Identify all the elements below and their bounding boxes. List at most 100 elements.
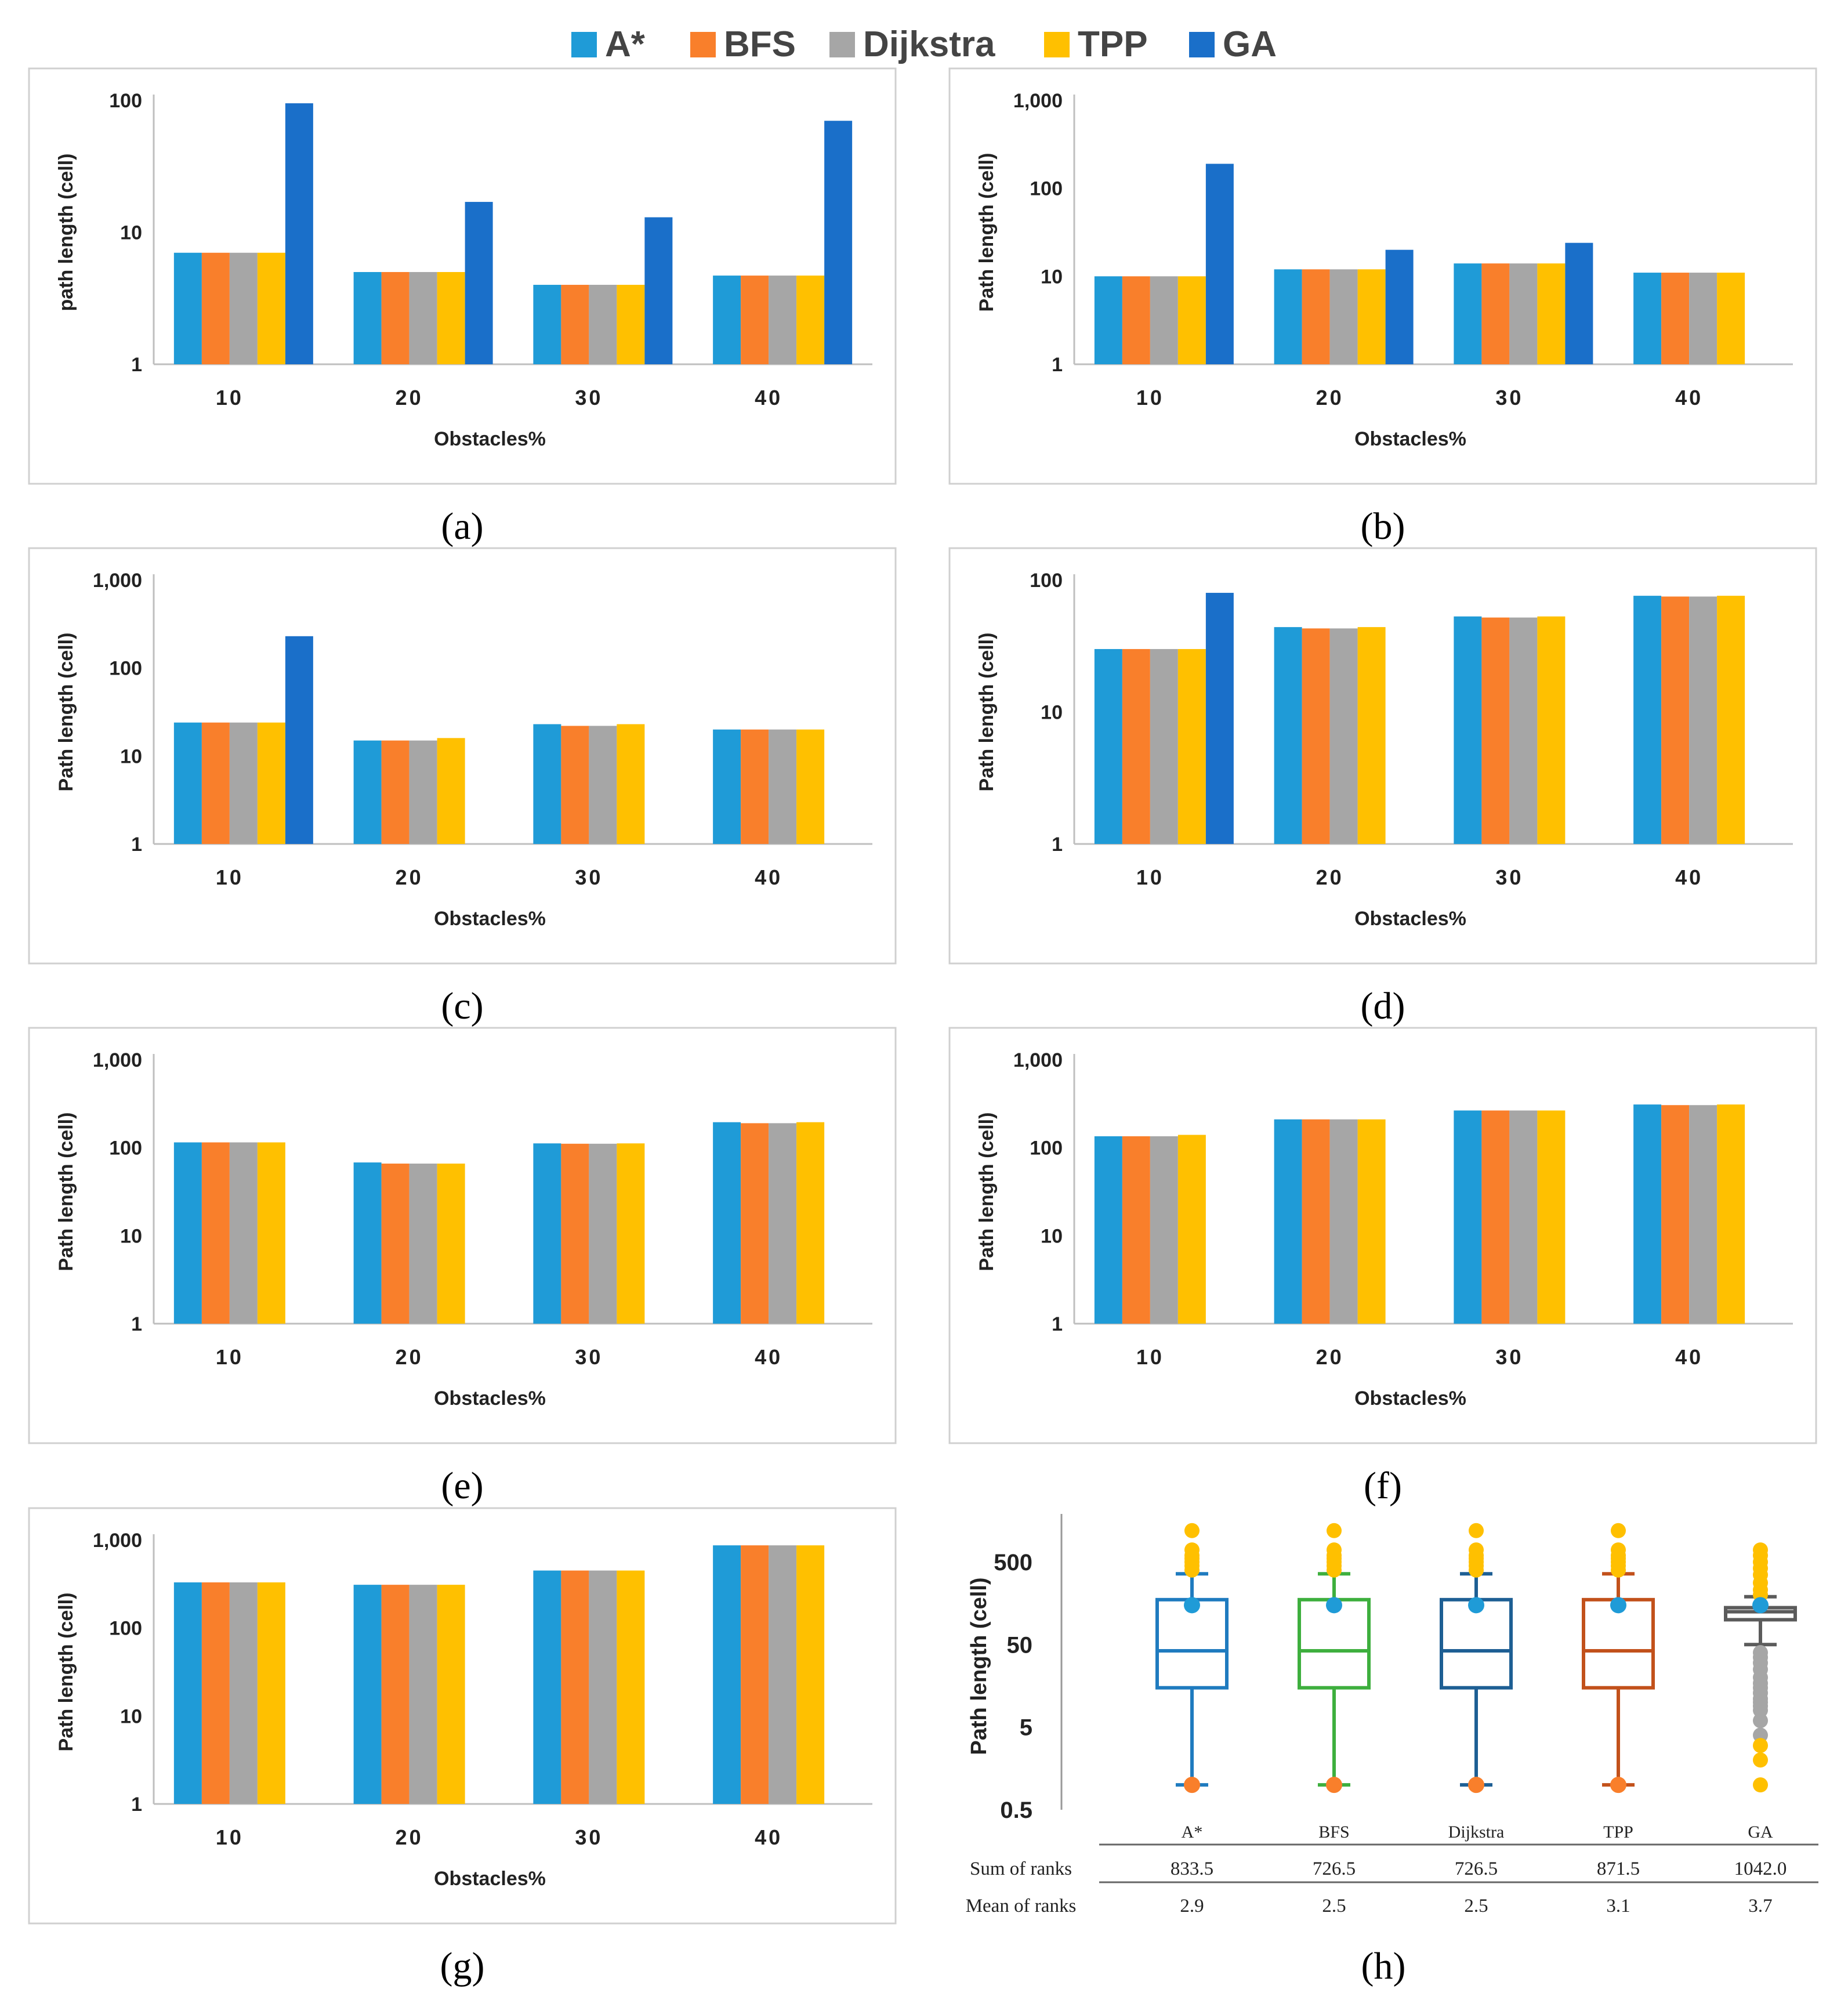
y-tick-label: 10 — [120, 222, 142, 244]
y-tick-label: 100 — [1030, 1137, 1063, 1160]
bar-bfs-10 — [1122, 1136, 1150, 1324]
bar-bfs-40 — [741, 1545, 769, 1804]
bar-dijkstra-40 — [769, 1123, 797, 1324]
x-tick-label: 10 — [216, 865, 244, 889]
bar-tpp-40 — [796, 1122, 825, 1324]
legend: A* BFS Dijkstra TPP GA — [571, 24, 1277, 64]
mean-marker — [1468, 1597, 1484, 1614]
x-tick-label: 30 — [1495, 865, 1523, 889]
bar-tpp-40 — [796, 276, 825, 364]
bar-as-20 — [353, 271, 382, 364]
panel-label: (c) — [441, 985, 483, 1027]
bar-bfs-10 — [201, 1142, 230, 1324]
y-axis-label: Path length (cell) — [55, 1593, 77, 1752]
x-axis-label: Obstacles% — [1354, 908, 1466, 930]
y-tick-label: 1 — [1052, 1313, 1063, 1335]
bar-dijkstra-30 — [1509, 263, 1538, 364]
bar-bfs-30 — [1481, 263, 1510, 364]
bar-bfs-20 — [1302, 628, 1330, 844]
bar-tpp-10 — [257, 1142, 285, 1324]
table-cell: 2.5 — [1322, 1896, 1346, 1916]
bar-bfs-20 — [381, 740, 410, 844]
bar-as-40 — [713, 1122, 741, 1324]
bar-dijkstra-40 — [769, 729, 797, 844]
bar-as-40 — [1633, 273, 1662, 364]
bar-tpp-40 — [1717, 273, 1745, 364]
bar-tpp-10 — [1177, 1135, 1206, 1324]
bar-dijkstra-10 — [229, 1142, 258, 1324]
bar-dijkstra-10 — [229, 1582, 258, 1804]
bar-as-30 — [1454, 263, 1482, 364]
min-marker — [1326, 1777, 1342, 1794]
bar-as-30 — [533, 724, 561, 844]
bar-as-20 — [1274, 1119, 1302, 1324]
bar-as-40 — [1633, 1104, 1662, 1324]
outlier-point — [1611, 1562, 1626, 1578]
mean-marker — [1184, 1597, 1200, 1614]
x-axis-label: Obstacles% — [434, 428, 546, 450]
bar-tpp-10 — [257, 252, 285, 364]
y-tick-label: 10 — [120, 1225, 142, 1247]
bar-dijkstra-30 — [1509, 1110, 1538, 1324]
y-tick-label: 5 — [1020, 1715, 1032, 1741]
bar-as-40 — [713, 1545, 741, 1804]
bar-tpp-30 — [617, 285, 645, 364]
outlier-point — [1327, 1562, 1342, 1578]
box-dijkstra — [1440, 1597, 1513, 1690]
y-tick-label: 1 — [1052, 354, 1063, 376]
x-axis-label: Obstacles% — [434, 1387, 546, 1410]
bar-bfs-20 — [1302, 1119, 1330, 1324]
bar-tpp-40 — [796, 1545, 825, 1804]
x-tick-label: 20 — [1316, 386, 1344, 410]
x-tick-label: 20 — [396, 865, 423, 889]
panel-label: (e) — [441, 1465, 483, 1507]
legend-swatch-tpp — [1044, 32, 1070, 57]
outlier-point — [1753, 1738, 1768, 1753]
x-tick-label: 10 — [216, 1825, 244, 1849]
y-tick-label: 100 — [1030, 178, 1063, 200]
y-tick-label: 10 — [120, 745, 142, 767]
bar-dijkstra-30 — [1509, 617, 1538, 844]
mean-marker — [1326, 1597, 1342, 1614]
bar-dijkstra-20 — [1329, 269, 1358, 364]
panel-label: (g) — [440, 1945, 485, 1987]
bar-dijkstra-20 — [409, 1585, 437, 1804]
mean-marker — [1752, 1597, 1769, 1614]
bar-chart-c: 1 10 100 1,000 10 20 30 40 Path length (cell) Obs… — [28, 547, 897, 1027]
outlier-point — [1753, 1777, 1768, 1793]
bar-dijkstra-30 — [589, 1143, 617, 1324]
table-cell: 1042.0 — [1734, 1858, 1787, 1879]
bar-ga-20 — [465, 202, 493, 364]
x-tick-label: 30 — [1495, 386, 1523, 410]
bar-as-20 — [353, 1585, 382, 1804]
bar-dijkstra-40 — [1689, 596, 1717, 844]
outlier-point — [1184, 1523, 1200, 1538]
mean-marker — [1610, 1597, 1626, 1614]
x-tick-label: 30 — [575, 865, 603, 889]
x-tick-label: 40 — [1675, 1345, 1703, 1369]
bar-bfs-40 — [741, 1123, 769, 1324]
y-axis-label: path length (cell) — [55, 154, 77, 311]
y-tick-label: 100 — [109, 1618, 142, 1640]
bar-as-20 — [353, 740, 382, 844]
table-header: A* — [1182, 1823, 1203, 1842]
bar-as-10 — [1094, 1136, 1122, 1324]
bar-tpp-20 — [1357, 269, 1386, 364]
x-tick-label: 20 — [396, 1825, 423, 1849]
bar-as-10 — [1094, 276, 1122, 364]
chart-panels: 1 10 100 10 20 30 40 path length (cell) Obstacle… — [28, 67, 1818, 1987]
bar-tpp-20 — [437, 1164, 465, 1324]
bar-ga-40 — [824, 121, 853, 365]
y-axis-label: Path length (cell) — [976, 153, 998, 312]
x-tick-label: 40 — [755, 386, 782, 410]
bar-ga-10 — [1205, 164, 1234, 364]
x-tick-label: 30 — [575, 1825, 603, 1849]
y-tick-label: 1 — [131, 1313, 142, 1335]
x-axis-label: Obstacles% — [434, 1868, 546, 1890]
x-axis-label: Obstacles% — [1354, 428, 1466, 450]
bar-dijkstra-40 — [769, 1545, 797, 1804]
bar-tpp-10 — [1177, 648, 1206, 844]
bar-bfs-30 — [561, 1570, 589, 1804]
